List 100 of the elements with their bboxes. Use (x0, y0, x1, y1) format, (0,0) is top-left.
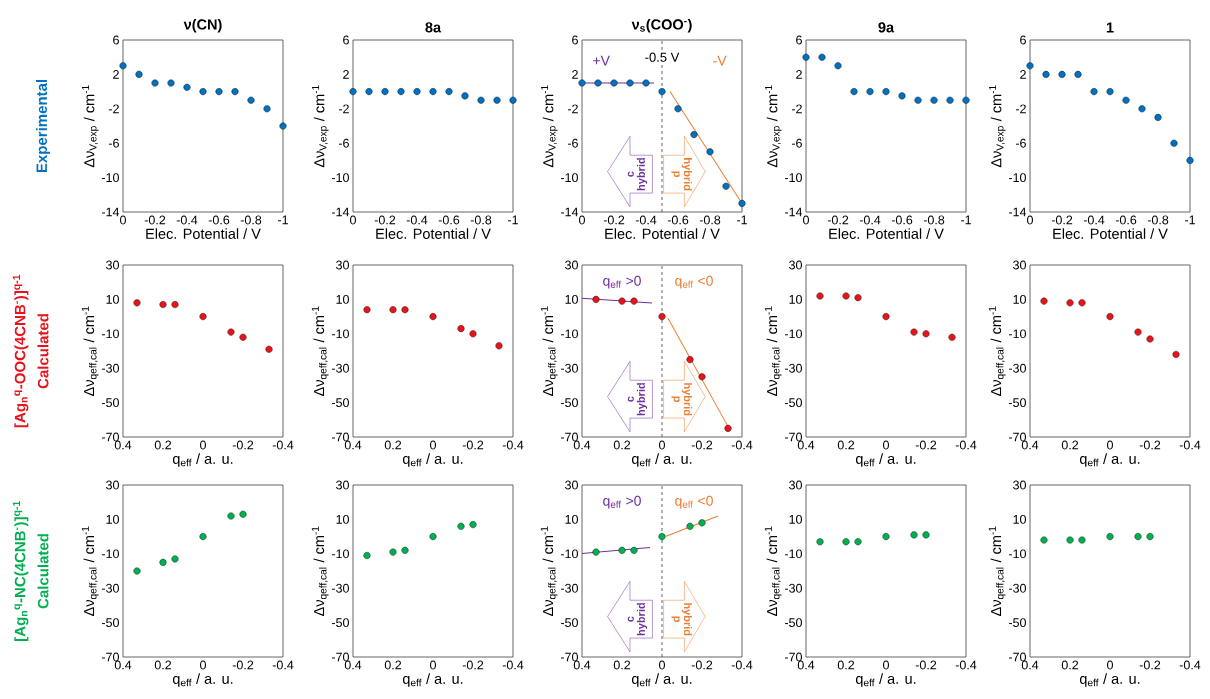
x-tick-label: -0.4 (1083, 215, 1105, 225)
y-axis-title: Δν$_{V,exp}$ / cm$^{-1}$ (541, 85, 558, 168)
y-tick-label: 30 (106, 480, 119, 490)
chart-title: ν(CN) (183, 18, 222, 33)
y-tick-label: -14 (1008, 207, 1027, 217)
chart-title: 1 (1106, 22, 1114, 33)
x-tick-label: 0.4 (344, 660, 362, 670)
annotation: hybrid (636, 158, 648, 191)
y-axis-title: Δν$_{V,exp}$ / cm$^{-1}$ (989, 85, 1006, 168)
x-tick-label: -0.4 (176, 215, 198, 225)
y-tick-label: -6 (108, 138, 119, 148)
point (171, 301, 179, 309)
point (618, 297, 626, 305)
chart-title: 9a (878, 22, 895, 33)
x-axis-title: Elec. Potential / V (829, 228, 944, 239)
point (910, 531, 918, 539)
point (247, 96, 255, 104)
y-tick-label: 2 (572, 70, 578, 79)
y-tick-label: 10 (789, 294, 802, 304)
y-tick-label: -30 (1008, 583, 1026, 593)
x-tick-label: -0.8 (923, 215, 945, 225)
ref-line-label: -0.5 V (645, 52, 680, 62)
y-tick-label: 30 (1013, 480, 1026, 490)
x-tick-label: -1 (737, 215, 747, 225)
x-tick-label: 0 (579, 215, 585, 225)
point (686, 522, 694, 530)
point (722, 182, 730, 190)
y-tick-label: -70 (101, 432, 119, 442)
point (594, 79, 602, 87)
x-tick-label: -0.8 (699, 215, 721, 225)
y-tick-label: -70 (560, 652, 578, 662)
point (167, 79, 175, 87)
point (1040, 297, 1048, 305)
y-tick-label: 30 (789, 260, 802, 270)
point (834, 62, 842, 70)
x-tick-label: -0.4 (859, 215, 881, 225)
y-tick-label: -14 (101, 207, 120, 217)
y-tick-label: -70 (1008, 432, 1026, 442)
y-tick-label: -70 (1008, 652, 1026, 662)
x-tick-label: 0 (430, 440, 436, 450)
point (151, 79, 159, 87)
point (658, 88, 666, 96)
x-tick-label: 0 (120, 215, 126, 225)
y-tick-label: 30 (565, 480, 578, 490)
point (363, 552, 371, 560)
point (159, 558, 167, 566)
x-tick-label: 0 (200, 440, 206, 450)
y-tick-label: 10 (106, 294, 119, 304)
y-tick-label: -2 (1015, 104, 1026, 114)
x-axis-title: Elec. Potential / V (146, 228, 261, 239)
x-tick-label: 0 (430, 660, 436, 670)
annotation: c (627, 171, 634, 177)
y-tick-label: 2 (1020, 70, 1026, 79)
x-axis-title: Elec. Potential / V (605, 228, 720, 239)
point (1074, 70, 1082, 78)
y-tick-label: 6 (1020, 35, 1026, 45)
x-axis-title: q$_{eff}$ / a. u. (631, 673, 692, 687)
point (133, 299, 141, 307)
x-axis-title: q$_{eff}$ / a. u. (402, 673, 463, 687)
point (922, 330, 930, 338)
x-axis-title: q$_{eff}$ / a. u. (855, 673, 916, 687)
y-axis-title: Δν$_{qeff,cal}$ / cm$^{-1}$ (311, 306, 329, 397)
annotation: -V (713, 55, 727, 66)
point (630, 297, 638, 305)
y-tick-label: -30 (1008, 363, 1026, 373)
y-tick-label: -10 (101, 549, 119, 559)
point (948, 333, 956, 341)
x-tick-label: -0.4 (731, 660, 753, 670)
x-tick-label: 0.4 (344, 440, 362, 450)
x-tick-label: -0.2 (915, 660, 937, 670)
point (686, 356, 694, 364)
point (1058, 70, 1066, 78)
text: [Ag$_{n}$$^{q}$-NC(4CNB$^{-}$)]$^{q-1}$ (12, 501, 29, 641)
x-tick-label: -1 (961, 215, 971, 225)
x-axis-title: q$_{eff}$ / a. u. (172, 453, 233, 467)
y-tick-label: -10 (1008, 173, 1026, 183)
x-tick-label: 0 (883, 440, 889, 450)
x-tick-label: -0.2 (462, 660, 484, 670)
y-tick-label: -14 (784, 207, 803, 217)
x-tick-label: -0.4 (1179, 440, 1201, 450)
y-tick-label: -30 (560, 363, 578, 373)
x-tick-label: -1 (277, 215, 288, 225)
y-tick-label: -10 (1008, 329, 1026, 339)
y-tick-label: -14 (331, 207, 350, 217)
x-tick-label: -0.4 (502, 440, 524, 450)
annotation: hybrid (636, 383, 648, 416)
y-tick-label: -50 (101, 618, 119, 628)
y-axis-title: Δν$_{qeff,cal}$ / cm$^{-1}$ (764, 306, 782, 397)
point (946, 96, 954, 104)
x-tick-label: 0.2 (837, 660, 855, 670)
x-axis-title: Elec. Potential / V (376, 228, 491, 239)
x-axis-title: Elec. Potential / V (1053, 228, 1168, 239)
point (818, 53, 826, 61)
x-tick-label: 0.2 (154, 660, 172, 670)
x-tick-label: 0.2 (384, 660, 402, 670)
y-tick-label: -70 (331, 652, 349, 662)
x-tick-label: -0.6 (1115, 215, 1137, 225)
x-axis-title: q$_{eff}$ / a. u. (402, 453, 463, 467)
point (706, 148, 714, 156)
x-tick-label: -0.4 (955, 440, 977, 450)
